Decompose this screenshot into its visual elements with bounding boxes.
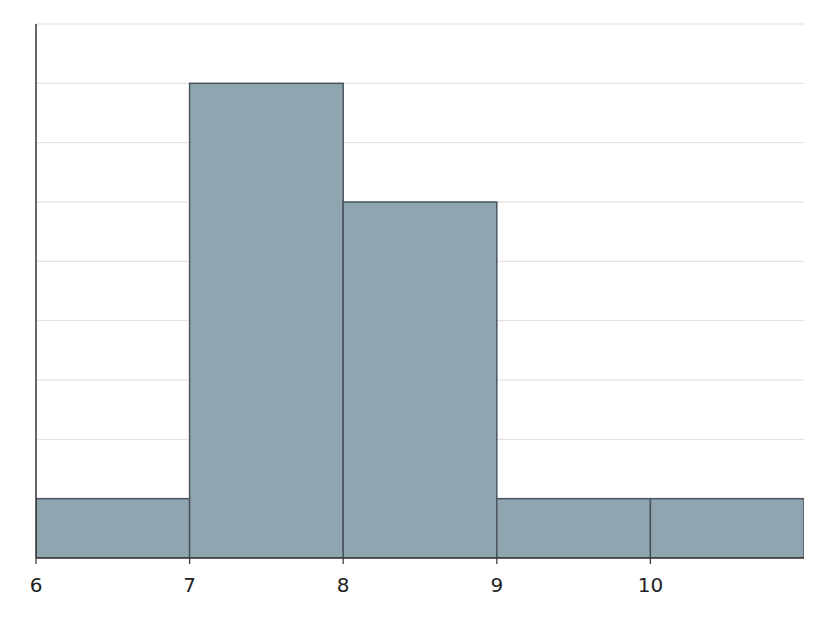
histogram-bar (190, 83, 344, 558)
chart-svg: 6 7 8 9 10 (0, 0, 832, 622)
x-tick (35, 558, 36, 564)
bars (36, 83, 804, 558)
x-tick (189, 558, 190, 564)
grid (36, 24, 804, 558)
grid-line (36, 83, 804, 84)
histogram-bar (36, 499, 190, 558)
grid-line (36, 142, 804, 143)
histogram-bar (343, 202, 497, 558)
histogram-bar (650, 499, 804, 558)
x-tick-label: 10 (638, 573, 663, 597)
x-tick-label: 9 (490, 573, 503, 597)
histogram-bar (497, 499, 651, 558)
grid-line (36, 558, 804, 559)
y-axis-line (35, 24, 37, 558)
axes: 6 7 8 9 10 (30, 24, 804, 597)
x-axis-line (36, 557, 804, 559)
x-tick (496, 558, 497, 564)
x-tick-label: 8 (337, 573, 350, 597)
x-tick-label: 7 (183, 573, 196, 597)
chart-container: 6 7 8 9 10 (0, 0, 832, 622)
x-tick (343, 558, 344, 564)
x-tick-label: 6 (30, 573, 43, 597)
grid-line (36, 24, 804, 25)
x-tick (650, 558, 651, 564)
